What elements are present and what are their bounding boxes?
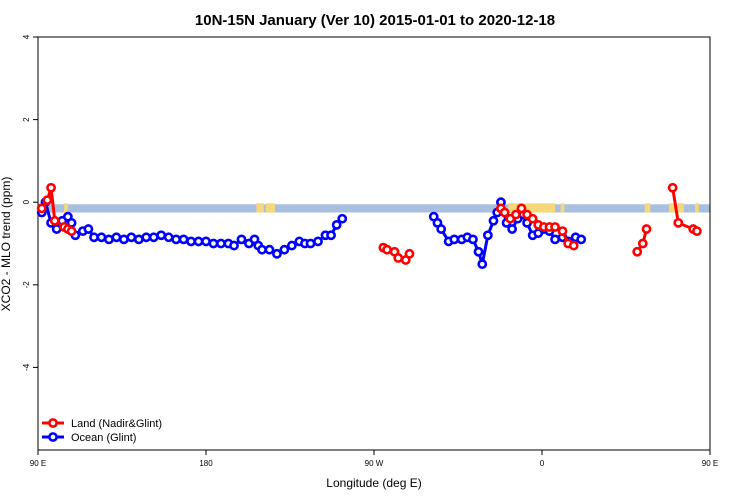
x-tick-label: 180: [199, 459, 213, 468]
data-point: [305, 238, 316, 249]
y-tick-label: 0: [22, 199, 31, 204]
data-point: [229, 240, 239, 251]
data-point: [279, 244, 290, 255]
data-point: [473, 246, 484, 257]
data-point: [51, 224, 62, 234]
data-point: [632, 246, 643, 257]
x-axis-label: Longitude (deg E): [326, 476, 421, 490]
legend-marker: [48, 432, 58, 442]
data-point: [404, 248, 415, 259]
data-point: [111, 232, 122, 243]
x-tick-label: 90 W: [365, 459, 384, 468]
land-ocean-band: [38, 203, 710, 213]
data-point: [313, 236, 323, 247]
data-point: [449, 234, 460, 245]
y-tick-label: 2: [22, 117, 31, 122]
data-point: [141, 232, 152, 243]
data-point: [133, 234, 144, 245]
data-point: [382, 244, 392, 255]
data-point: [96, 232, 107, 243]
ocean-band: [38, 204, 710, 213]
data-point: [171, 234, 182, 245]
series-land: [36, 182, 702, 265]
land-patch: [265, 203, 276, 213]
data-point: [468, 234, 478, 245]
data-point: [66, 226, 77, 237]
legend-marker: [48, 418, 58, 428]
data-point: [692, 226, 702, 237]
data-point: [257, 244, 267, 255]
data-point: [89, 232, 99, 243]
data-point: [507, 224, 518, 234]
data-point: [156, 230, 167, 241]
data-point: [83, 224, 94, 234]
data-point: [178, 234, 189, 245]
data-point: [527, 213, 538, 224]
land-patch: [64, 203, 68, 213]
data-point: [236, 234, 247, 245]
y-tick-label: -2: [22, 281, 31, 289]
y-tick-label: 4: [22, 34, 31, 39]
land-patch: [560, 203, 565, 213]
data-point: [148, 232, 159, 243]
data-point: [568, 240, 579, 251]
data-point: [193, 236, 204, 247]
legend: Land (Nadir&Glint) Ocean (Glint): [42, 418, 162, 444]
data-point: [264, 244, 275, 255]
data-point: [436, 224, 447, 234]
data-point: [641, 224, 652, 234]
data-point: [42, 195, 53, 206]
data-point: [673, 217, 684, 228]
data-point: [286, 240, 297, 251]
data-point: [118, 234, 129, 245]
data-point: [49, 215, 60, 226]
land-patch: [695, 203, 699, 213]
data-point: [557, 226, 568, 237]
data-point: [499, 207, 510, 218]
data-point: [36, 203, 47, 214]
data-point: [331, 220, 342, 230]
y-tick-label: -4: [22, 363, 31, 371]
data-point: [488, 215, 499, 226]
data-point: [637, 238, 648, 249]
y-axis: -4 -2 0 2 4: [22, 34, 38, 371]
data-point: [510, 209, 521, 220]
data-point: [216, 238, 226, 249]
data-point: [208, 238, 219, 249]
data-point: [337, 213, 348, 224]
data-point: [201, 236, 211, 247]
legend-label: Land (Nadir&Glint): [71, 418, 162, 430]
data-point: [272, 248, 282, 259]
data-point: [393, 253, 404, 263]
land-patch: [508, 203, 556, 213]
land-patch: [256, 203, 264, 213]
data-point: [163, 232, 174, 243]
data-point: [46, 182, 56, 193]
data-point: [516, 203, 527, 214]
chart-title: 10N-15N January (Ver 10) 2015-01-01 to 2…: [195, 12, 555, 29]
data-point: [550, 234, 560, 245]
land-patch: [644, 203, 651, 213]
x-tick-label: 0: [540, 459, 545, 468]
data-point: [667, 182, 678, 193]
data-point: [104, 234, 114, 245]
y-axis-label: XCO2 - MLO trend (ppm): [0, 177, 13, 312]
data-point: [576, 234, 587, 245]
data-point: [186, 236, 196, 247]
data-point: [477, 259, 488, 270]
data-point: [326, 230, 336, 241]
legend-label: Ocean (Glint): [71, 432, 136, 444]
data-point: [126, 232, 137, 243]
series-layer: [36, 182, 702, 270]
x-tick-label: 90 E: [30, 459, 46, 468]
data-point: [550, 222, 560, 232]
data-point: [482, 230, 493, 241]
x-axis: 90 E 180 90 W 0 90 E: [30, 450, 718, 468]
x-tick-label: 90 E: [702, 459, 718, 468]
